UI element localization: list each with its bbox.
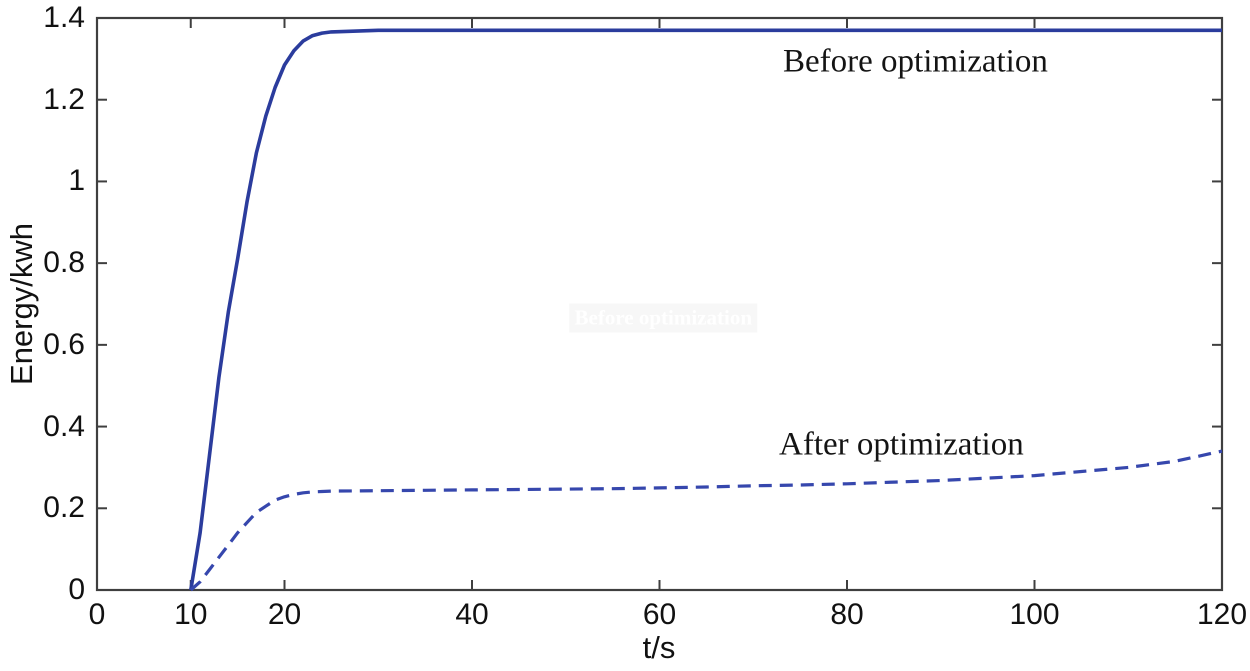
label-before-optimization: Before optimization: [783, 43, 1048, 80]
x-tick-label: 40: [455, 598, 489, 631]
x-tick-label: 60: [642, 598, 677, 631]
y-axis-label: Energy/kwh: [4, 223, 39, 385]
x-axis-label: t/s: [642, 630, 676, 665]
x-tick-label: 10: [174, 598, 208, 631]
x-tick-label: 120: [1196, 598, 1248, 631]
y-tick-label: 0.8: [43, 246, 85, 280]
label-after-optimization: After optimization: [779, 426, 1024, 463]
y-tick-label: 0.2: [43, 491, 85, 525]
y-tick-label: 0.6: [43, 327, 85, 361]
y-tick-label: 1: [68, 164, 85, 198]
y-tick-label: 0: [68, 573, 85, 606]
x-tick-label: 100: [1009, 598, 1060, 631]
watermark-text: Before optimization: [569, 303, 757, 333]
y-tick-label: 1.2: [43, 82, 85, 116]
x-tick-label: 20: [267, 598, 302, 631]
x-tick-label: 80: [830, 598, 864, 631]
y-tick-label: 0.4: [43, 409, 85, 443]
x-tick-label: 0: [88, 598, 106, 631]
y-tick-label: 1.4: [43, 1, 85, 34]
